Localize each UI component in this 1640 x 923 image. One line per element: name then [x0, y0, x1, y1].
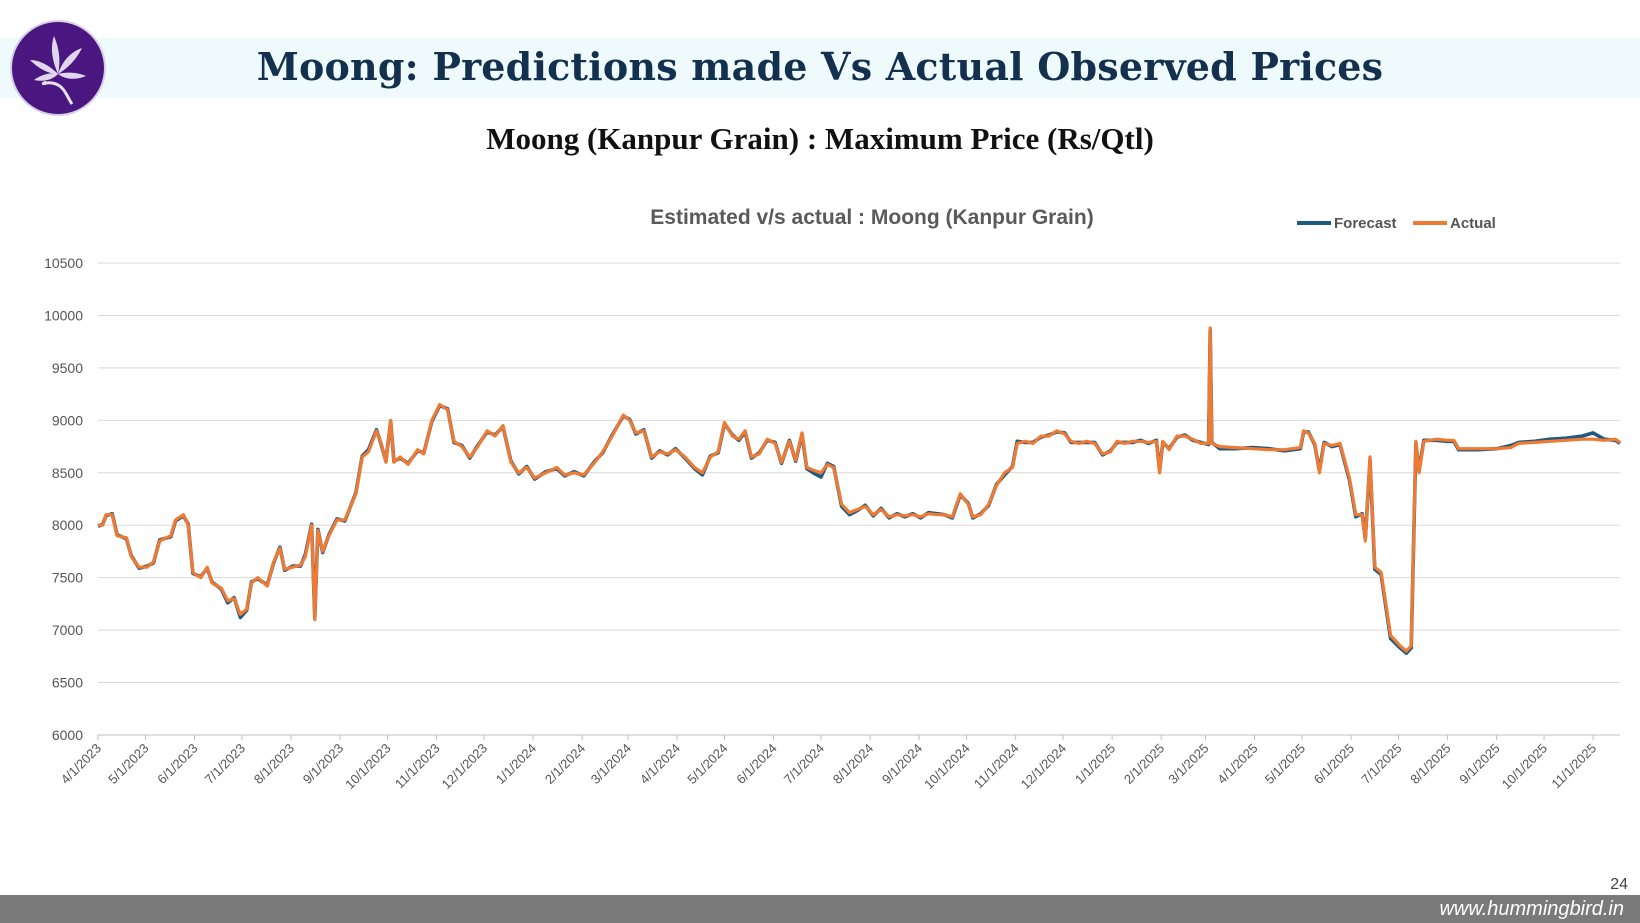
y-tick-label: 9500 — [52, 360, 83, 376]
x-tick-label: 9/1/2025 — [1456, 741, 1502, 787]
y-tick-label: 10500 — [44, 255, 83, 271]
x-tick-label: 10/1/2024 — [921, 741, 973, 793]
x-tick-label: 2/1/2025 — [1121, 741, 1167, 787]
y-tick-label: 7000 — [52, 622, 83, 638]
x-tick-label: 4/1/2025 — [1214, 741, 1260, 787]
x-tick-label: 11/1/2024 — [971, 741, 1022, 792]
slide-title: Moong: Predictions made Vs Actual Observ… — [256, 44, 1384, 89]
series-line-forecast — [97, 328, 1621, 655]
x-tick-label: 9/1/2023 — [300, 741, 346, 787]
x-tick-label: 8/1/2023 — [251, 741, 297, 787]
x-tick-label: 11/1/2025 — [1548, 741, 1599, 792]
y-tick-label: 8500 — [52, 465, 83, 481]
x-tick-label: 8/1/2024 — [830, 741, 876, 787]
chart-grid — [98, 262, 1620, 736]
x-tick-label: 4/1/2024 — [637, 741, 683, 787]
y-axis: 10500 10000 9500 9000 8500 8000 7500 7000 6500 60… — [44, 255, 83, 743]
x-tick-label: 12/1/2023 — [439, 741, 491, 793]
x-tick-label: 6/1/2025 — [1311, 741, 1357, 787]
series-layer — [97, 326, 1621, 655]
x-axis: 4/1/2023 5/1/2023 6/1/2023 7/1/2023 8/1/2023… — [58, 735, 1599, 792]
x-tick-label: 10/1/2023 — [342, 741, 394, 793]
x-tick-label: 1/1/2024 — [493, 741, 539, 787]
flower-icon — [30, 36, 86, 105]
x-tick-label: 10/1/2025 — [1499, 741, 1551, 793]
series-line-actual — [98, 326, 1621, 653]
x-tick-label: 7/1/2024 — [781, 741, 827, 787]
chart-container: Estimated v/s actual : Moong (Kanpur Gra… — [0, 190, 1640, 830]
x-tick-label: 4/1/2023 — [58, 741, 104, 787]
x-tick-label: 8/1/2025 — [1407, 741, 1453, 787]
y-tick-label: 10000 — [44, 307, 83, 323]
x-tick-label: 5/1/2025 — [1262, 741, 1308, 787]
legend-actual-label: Actual — [1450, 215, 1496, 232]
x-tick-label: 6/1/2024 — [733, 741, 779, 787]
x-tick-label: 2/1/2024 — [542, 741, 588, 787]
hummingbird-logo-icon — [12, 22, 104, 114]
x-tick-label: 7/1/2023 — [202, 741, 248, 787]
x-tick-label: 3/1/2024 — [588, 741, 634, 787]
y-tick-label: 6000 — [52, 727, 83, 743]
x-tick-label: 6/1/2023 — [154, 741, 200, 787]
x-tick-label: 5/1/2024 — [684, 741, 730, 787]
x-tick-label: 7/1/2025 — [1358, 741, 1404, 787]
y-tick-label: 6500 — [52, 675, 83, 691]
website-link[interactable]: www.hummingbird.in — [1439, 898, 1624, 920]
y-tick-label: 9000 — [52, 412, 83, 428]
y-tick-label: 8000 — [52, 517, 83, 533]
title-band — [0, 38, 1640, 98]
slide-subtitle: Moong (Kanpur Grain) : Maximum Price (Rs… — [486, 121, 1154, 156]
x-tick-label: 12/1/2024 — [1018, 741, 1070, 793]
chart-legend: Forecast Actual — [1297, 215, 1496, 232]
y-tick-label: 7500 — [52, 570, 83, 586]
legend-forecast-label: Forecast — [1334, 215, 1397, 232]
page-number: 24 — [1610, 876, 1628, 893]
chart-title: Estimated v/s actual : Moong (Kanpur Gra… — [650, 206, 1093, 229]
footer-bar — [0, 895, 1640, 923]
line-chart: Estimated v/s actual : Moong (Kanpur Gra… — [44, 206, 1621, 792]
x-tick-label: 3/1/2025 — [1165, 741, 1211, 787]
x-tick-label: 9/1/2024 — [879, 741, 925, 787]
x-tick-label: 5/1/2023 — [105, 741, 151, 787]
x-tick-label: 1/1/2025 — [1072, 741, 1118, 787]
x-tick-label: 11/1/2023 — [392, 741, 443, 792]
